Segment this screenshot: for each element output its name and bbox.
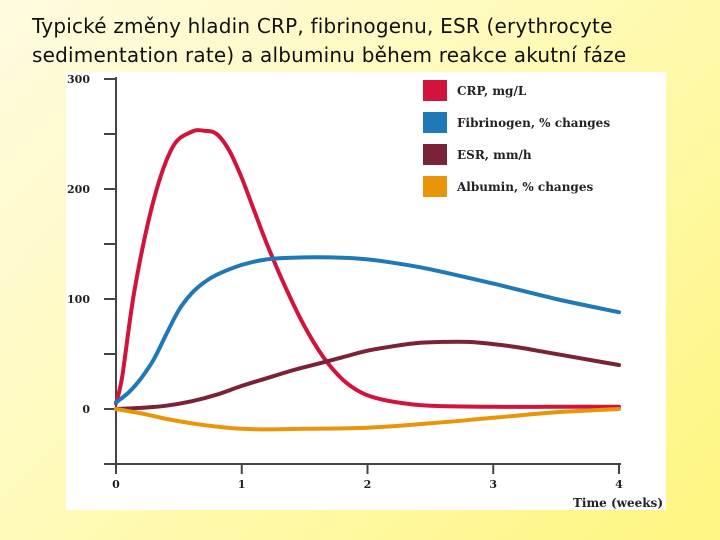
series-line-esr-mm-h: [114, 339, 621, 411]
series-line-albumin-changes: [114, 407, 621, 432]
x-tick-label-3: 3: [489, 478, 497, 491]
legend-label-esr-mm-h: ESR, mm/h: [457, 148, 532, 162]
x-tick-label-1: 1: [238, 478, 246, 491]
chart-panel: 0 100 200 300 0 1 2 3 4 Time (weeks) CRP, mg/L Fibr…: [66, 72, 666, 510]
x-axis-label: Time (weeks): [573, 496, 663, 510]
y-tick-label-300: 300: [67, 73, 90, 86]
legend-swatch-fibrinogen-changes: [423, 112, 447, 133]
y-tick-label-200: 200: [67, 183, 90, 196]
x-tick-label-0: 0: [112, 478, 120, 491]
legend-swatch-esr-mm-h: [423, 144, 447, 165]
legend-label-crp-mg-l: CRP, mg/L: [457, 84, 527, 98]
legend-swatch-albumin-changes: [423, 176, 447, 197]
slide-title-line-2: sedimentation rate) a albuminu během rea…: [32, 43, 627, 67]
series-line-fibrinogen-changes: [114, 255, 621, 405]
legend-swatch-crp-mg-l: [423, 80, 447, 101]
legend-label-albumin-changes: Albumin, % changes: [456, 180, 593, 194]
y-tick-label-0: 0: [82, 403, 90, 416]
y-tick-label-100: 100: [67, 293, 90, 306]
acute-phase-chart: 0 100 200 300 0 1 2 3 4 Time (weeks) CRP, mg/L Fibr…: [67, 73, 663, 510]
slide-title: Typické změny hladin CRP, fibrinogenu, E…: [32, 12, 712, 70]
legend-label-fibrinogen-changes: Fibrinogen, % changes: [457, 116, 610, 130]
x-tick-label-4: 4: [615, 478, 623, 491]
slide-title-line-1: Typické změny hladin CRP, fibrinogenu, E…: [32, 14, 613, 38]
series-line-crp-mg-l: [114, 128, 621, 409]
x-tick-label-2: 2: [364, 478, 372, 491]
